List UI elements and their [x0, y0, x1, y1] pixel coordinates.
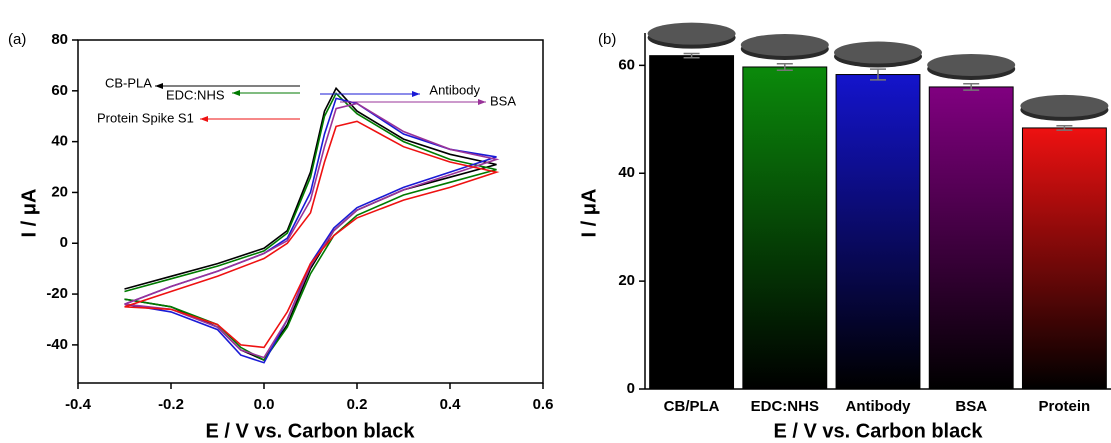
y-tick-label: 20	[51, 183, 68, 200]
legend-arrowhead	[200, 116, 208, 122]
y-tick-label: 0	[627, 380, 635, 397]
cv-curve	[124, 97, 497, 364]
cv-curve	[124, 102, 500, 359]
error-bar	[963, 82, 980, 91]
bar	[649, 55, 735, 390]
y-tick-label: 60	[51, 82, 68, 99]
x-tick-label: EDC:NHS	[751, 398, 819, 415]
y-axis-label: I / μA	[18, 189, 40, 238]
cv-curve	[124, 86, 497, 362]
y-tick-label: 40	[618, 164, 635, 181]
cv-curve	[124, 120, 500, 349]
error-bar	[683, 52, 700, 59]
electrode-icon	[647, 22, 736, 45]
electrode-icon	[740, 33, 829, 56]
electrode-icon	[927, 53, 1016, 76]
y-tick-label: -40	[46, 336, 68, 353]
x-tick-label: CB/PLA	[664, 398, 720, 415]
y-tick-label: 60	[618, 56, 635, 73]
plot-frame	[77, 39, 544, 384]
y-tick-label: 0	[60, 234, 68, 251]
y-tick-label: 20	[618, 272, 635, 289]
x-tick-label: 0.0	[254, 396, 275, 413]
x-tick-label: 0.6	[533, 396, 554, 413]
error-bar	[1056, 125, 1073, 131]
cv-curve	[124, 92, 497, 362]
y-axis-label: I / μA	[578, 189, 600, 238]
bar	[928, 86, 1014, 390]
bar	[742, 66, 828, 390]
y-tick-label: 80	[51, 31, 68, 48]
legend-arrowhead	[412, 91, 420, 97]
legend-label: CB-PLA	[105, 75, 152, 90]
legend-arrowhead	[232, 90, 240, 96]
legend-arrowhead	[478, 99, 486, 105]
x-tick-label: Antibody	[846, 398, 912, 415]
x-tick-label: BSA	[955, 398, 987, 415]
x-axis-label: E / V vs. Carbon black	[206, 420, 416, 442]
x-tick-label: 0.4	[440, 396, 462, 413]
panel-label: (b)	[598, 31, 616, 48]
bar	[835, 74, 921, 390]
x-axis-label: E / V vs. Carbon black	[774, 420, 984, 442]
y-tick-label: -20	[46, 285, 68, 302]
legend-label: BSA	[490, 93, 516, 108]
legend-arrowhead	[155, 83, 163, 89]
electrode-icon	[1020, 94, 1109, 117]
x-tick-label: -0.2	[158, 396, 184, 413]
electrode-icon	[834, 41, 922, 64]
legend-label: EDC:NHS	[166, 87, 225, 102]
x-tick-label: Protein	[1039, 398, 1091, 415]
panel-label: (a)	[8, 31, 26, 48]
x-tick-label: -0.4	[65, 396, 92, 413]
legend-label: Protein Spike S1	[97, 110, 194, 125]
bar	[1021, 127, 1107, 390]
x-tick-label: 0.2	[347, 396, 368, 413]
legend-label: Antibody	[429, 82, 480, 97]
error-bar	[776, 62, 793, 71]
y-tick-label: 40	[51, 133, 68, 150]
error-bar	[870, 68, 886, 81]
